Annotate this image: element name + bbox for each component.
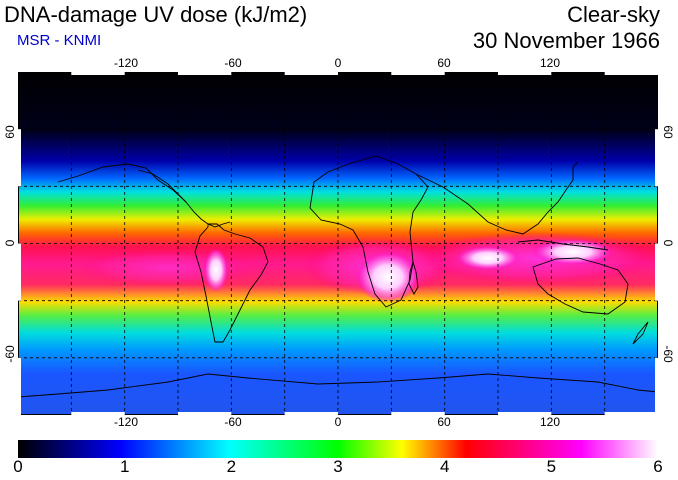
lon-tick-bottom-120: 120 bbox=[539, 415, 561, 429]
australia-coast bbox=[532, 257, 629, 315]
lon-tick-bottom-60: 60 bbox=[437, 415, 451, 429]
colorbar-label-3: 3 bbox=[333, 457, 343, 476]
frame-segment bbox=[18, 129, 21, 187]
lat-tick-left-0: 0 bbox=[3, 239, 17, 247]
frame-segment bbox=[391, 412, 445, 415]
lon-tick-top-minus60: -60 bbox=[224, 56, 242, 70]
colorbar-gradient bbox=[18, 440, 658, 458]
sky-condition-label: Clear-sky bbox=[567, 2, 660, 27]
frame-segment bbox=[498, 72, 552, 75]
lat-tick-left-minus60: -60 bbox=[3, 345, 17, 363]
asia-coast bbox=[415, 161, 579, 235]
colorbar-label-5: 5 bbox=[546, 457, 557, 476]
uv-hotspot-andes bbox=[204, 248, 228, 292]
frame-segment bbox=[18, 357, 21, 415]
coastlines bbox=[18, 155, 658, 398]
frame-segment bbox=[18, 243, 21, 301]
frame-segment bbox=[178, 72, 232, 75]
frame-segment bbox=[284, 72, 338, 75]
uv-hotspot-southern-africa bbox=[356, 251, 420, 303]
frame-segment bbox=[604, 72, 658, 75]
north-america-west-coast bbox=[137, 169, 187, 203]
lon-tick-bottom-minus120: -120 bbox=[113, 415, 139, 429]
source-label: MSR - KNMI bbox=[17, 32, 102, 49]
uv-hotspot-indian-ocean-east bbox=[533, 239, 613, 265]
colorbar-label-1: 1 bbox=[119, 457, 130, 476]
antarctica-coast bbox=[18, 373, 658, 398]
map-frame bbox=[18, 72, 658, 415]
frame-segment bbox=[71, 72, 125, 75]
lon-tick-top-minus120: -120 bbox=[113, 56, 139, 70]
colorbar-label-2: 2 bbox=[226, 457, 237, 476]
frame-segment bbox=[391, 72, 445, 75]
frame-segment bbox=[284, 412, 338, 415]
graticule bbox=[18, 72, 658, 415]
south-america-coast bbox=[194, 223, 269, 343]
frame-segment bbox=[655, 129, 658, 187]
colorbar-label-6: 6 bbox=[653, 457, 663, 476]
lon-tick-top-0: 0 bbox=[334, 56, 342, 70]
madagascar-coast bbox=[408, 260, 419, 295]
colorbar bbox=[18, 440, 658, 458]
indonesia-coast bbox=[517, 239, 609, 251]
lon-tick-bottom-minus60: -60 bbox=[224, 415, 242, 429]
date-label: 30 November 1966 bbox=[472, 28, 660, 53]
lat-tick-right-0: 0 bbox=[661, 239, 675, 247]
africa-coast bbox=[309, 155, 429, 308]
uv-patch-south-pacific bbox=[78, 250, 258, 286]
lon-tick-top-120: 120 bbox=[539, 56, 561, 70]
frame-segment bbox=[498, 412, 552, 415]
lon-tick-top-60: 60 bbox=[437, 56, 451, 70]
lat-tick-left-60: 60 bbox=[3, 125, 17, 139]
frame-segment bbox=[178, 412, 232, 415]
frame-segment bbox=[71, 412, 125, 415]
colorbar-label-0: 0 bbox=[13, 457, 23, 476]
map-title: DNA-damage UV dose (kJ/m2) bbox=[4, 2, 308, 27]
new-zealand-coast bbox=[632, 321, 649, 345]
frame-segment bbox=[655, 243, 658, 301]
frame-segment bbox=[604, 412, 658, 415]
lat-tick-right-60: 60 bbox=[661, 125, 675, 139]
colorbar-label-4: 4 bbox=[439, 457, 450, 476]
lon-tick-bottom-0: 0 bbox=[334, 415, 342, 429]
uv-dose-map bbox=[18, 72, 658, 415]
lat-tick-right-minus60: -60 bbox=[661, 345, 675, 363]
frame-segment bbox=[655, 357, 658, 415]
uv-hotspot-indian-ocean-west bbox=[456, 246, 520, 270]
